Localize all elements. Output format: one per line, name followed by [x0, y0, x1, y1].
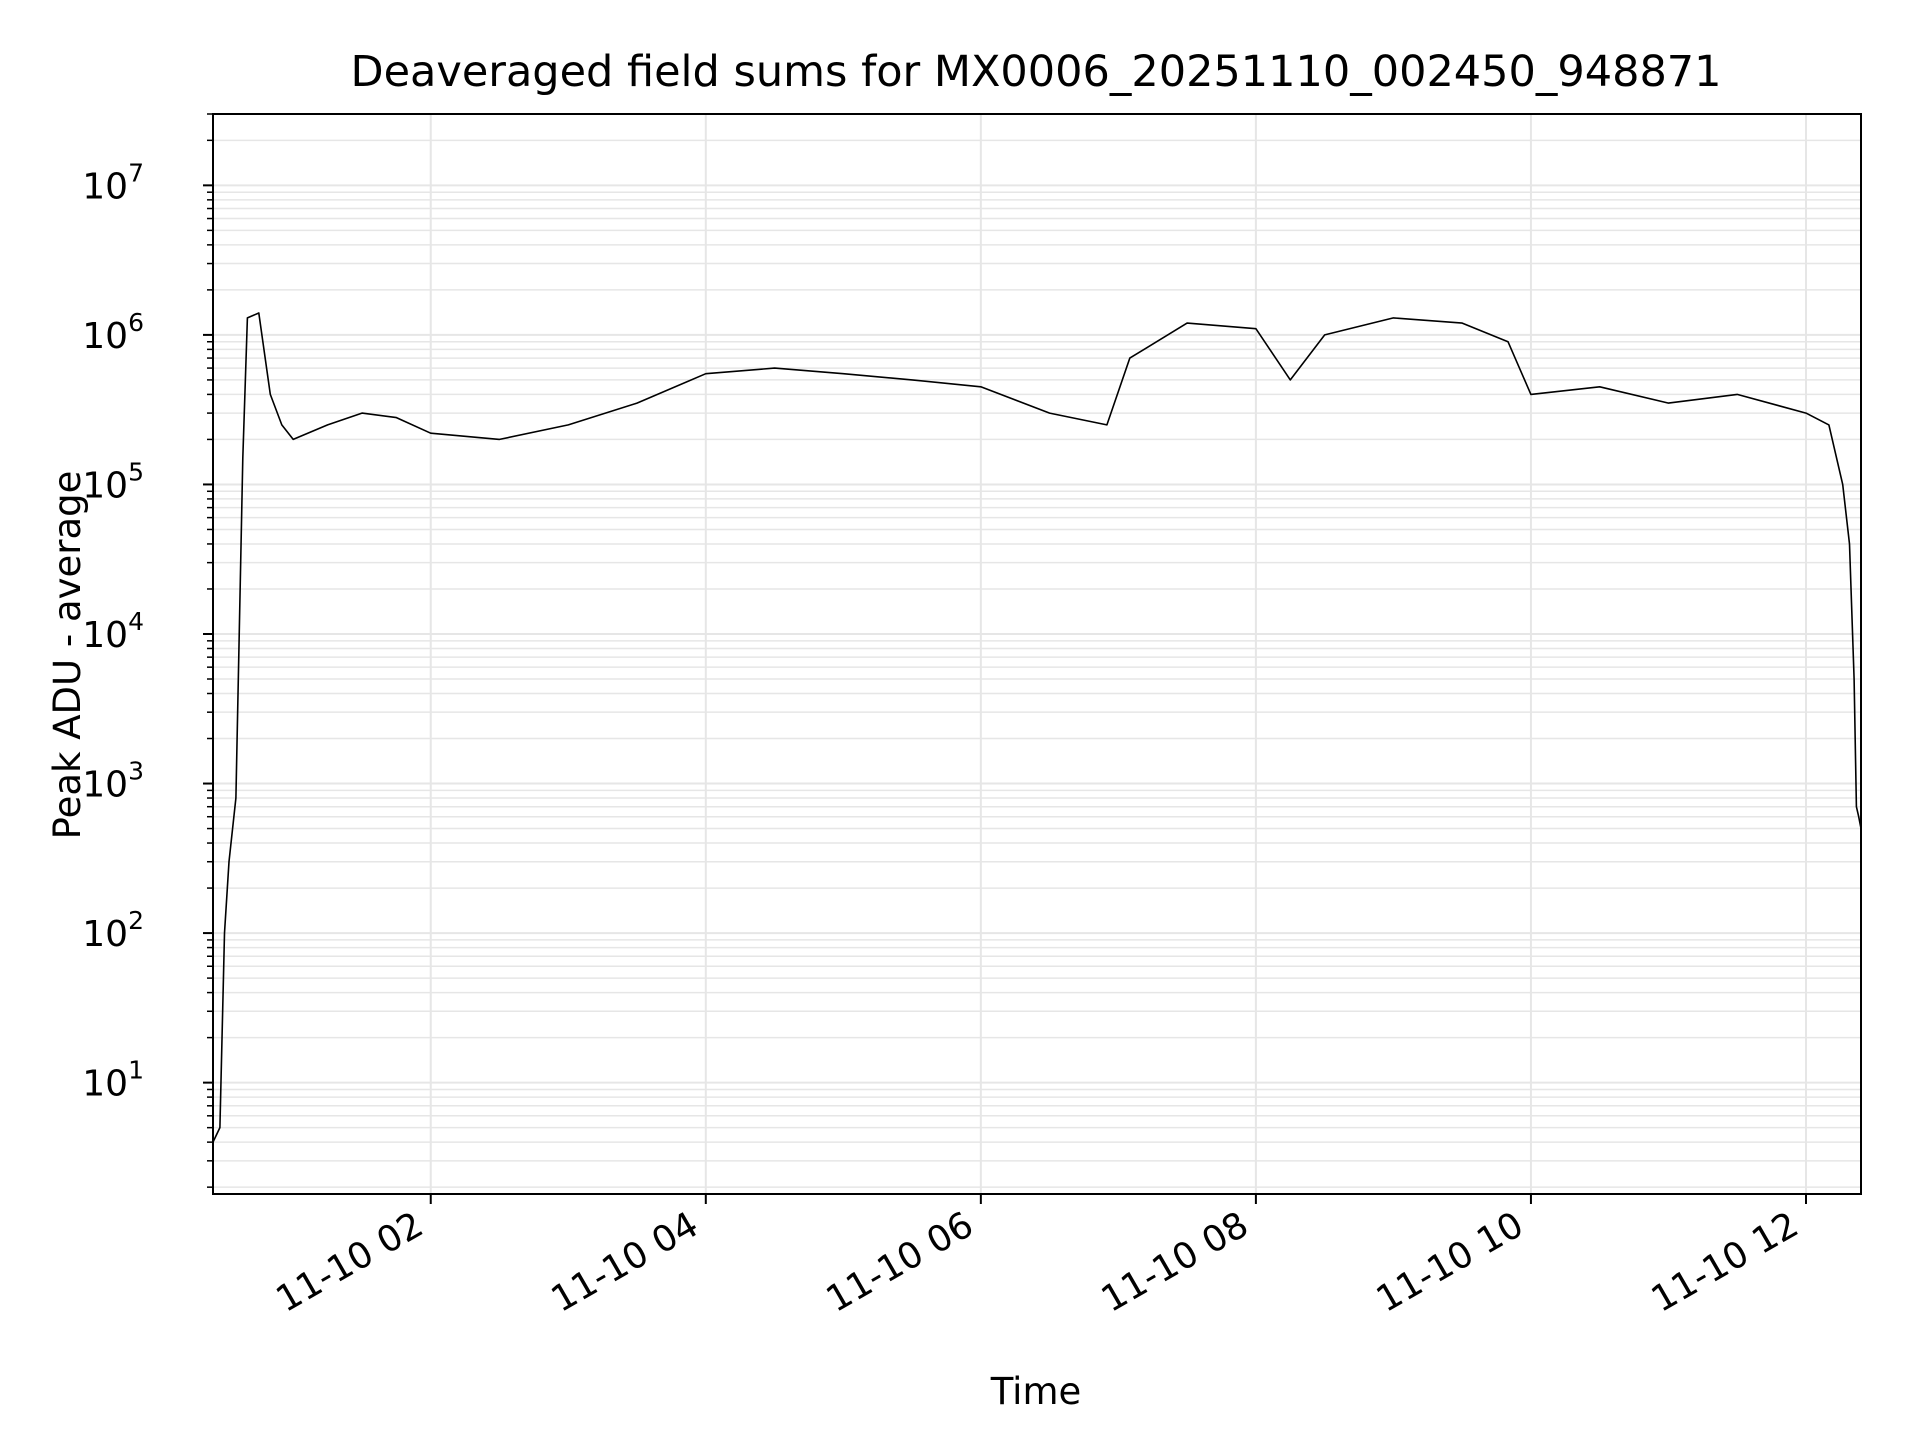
y-tick-label: 102: [82, 906, 144, 955]
x-axis-label: Time: [990, 1370, 1082, 1413]
series-layer: [212, 312, 1862, 1143]
plot-frame: [212, 113, 1862, 1195]
y-tick-label: 104: [82, 607, 144, 656]
series-line: [212, 312, 1862, 1143]
y-tick-label: 105: [82, 457, 144, 506]
y-tick-label: 103: [82, 757, 144, 806]
y-tick-label: 107: [82, 158, 144, 207]
y-axis-label: Peak ADU - average: [46, 471, 89, 840]
y-tick-label: 106: [82, 308, 144, 357]
chart-title: Deaveraged field sums for MX0006_2025111…: [350, 47, 1721, 97]
y-tick-label: 101: [82, 1056, 144, 1105]
y-axis: 101 102 103 104 105 106 107: [82, 113, 213, 1188]
